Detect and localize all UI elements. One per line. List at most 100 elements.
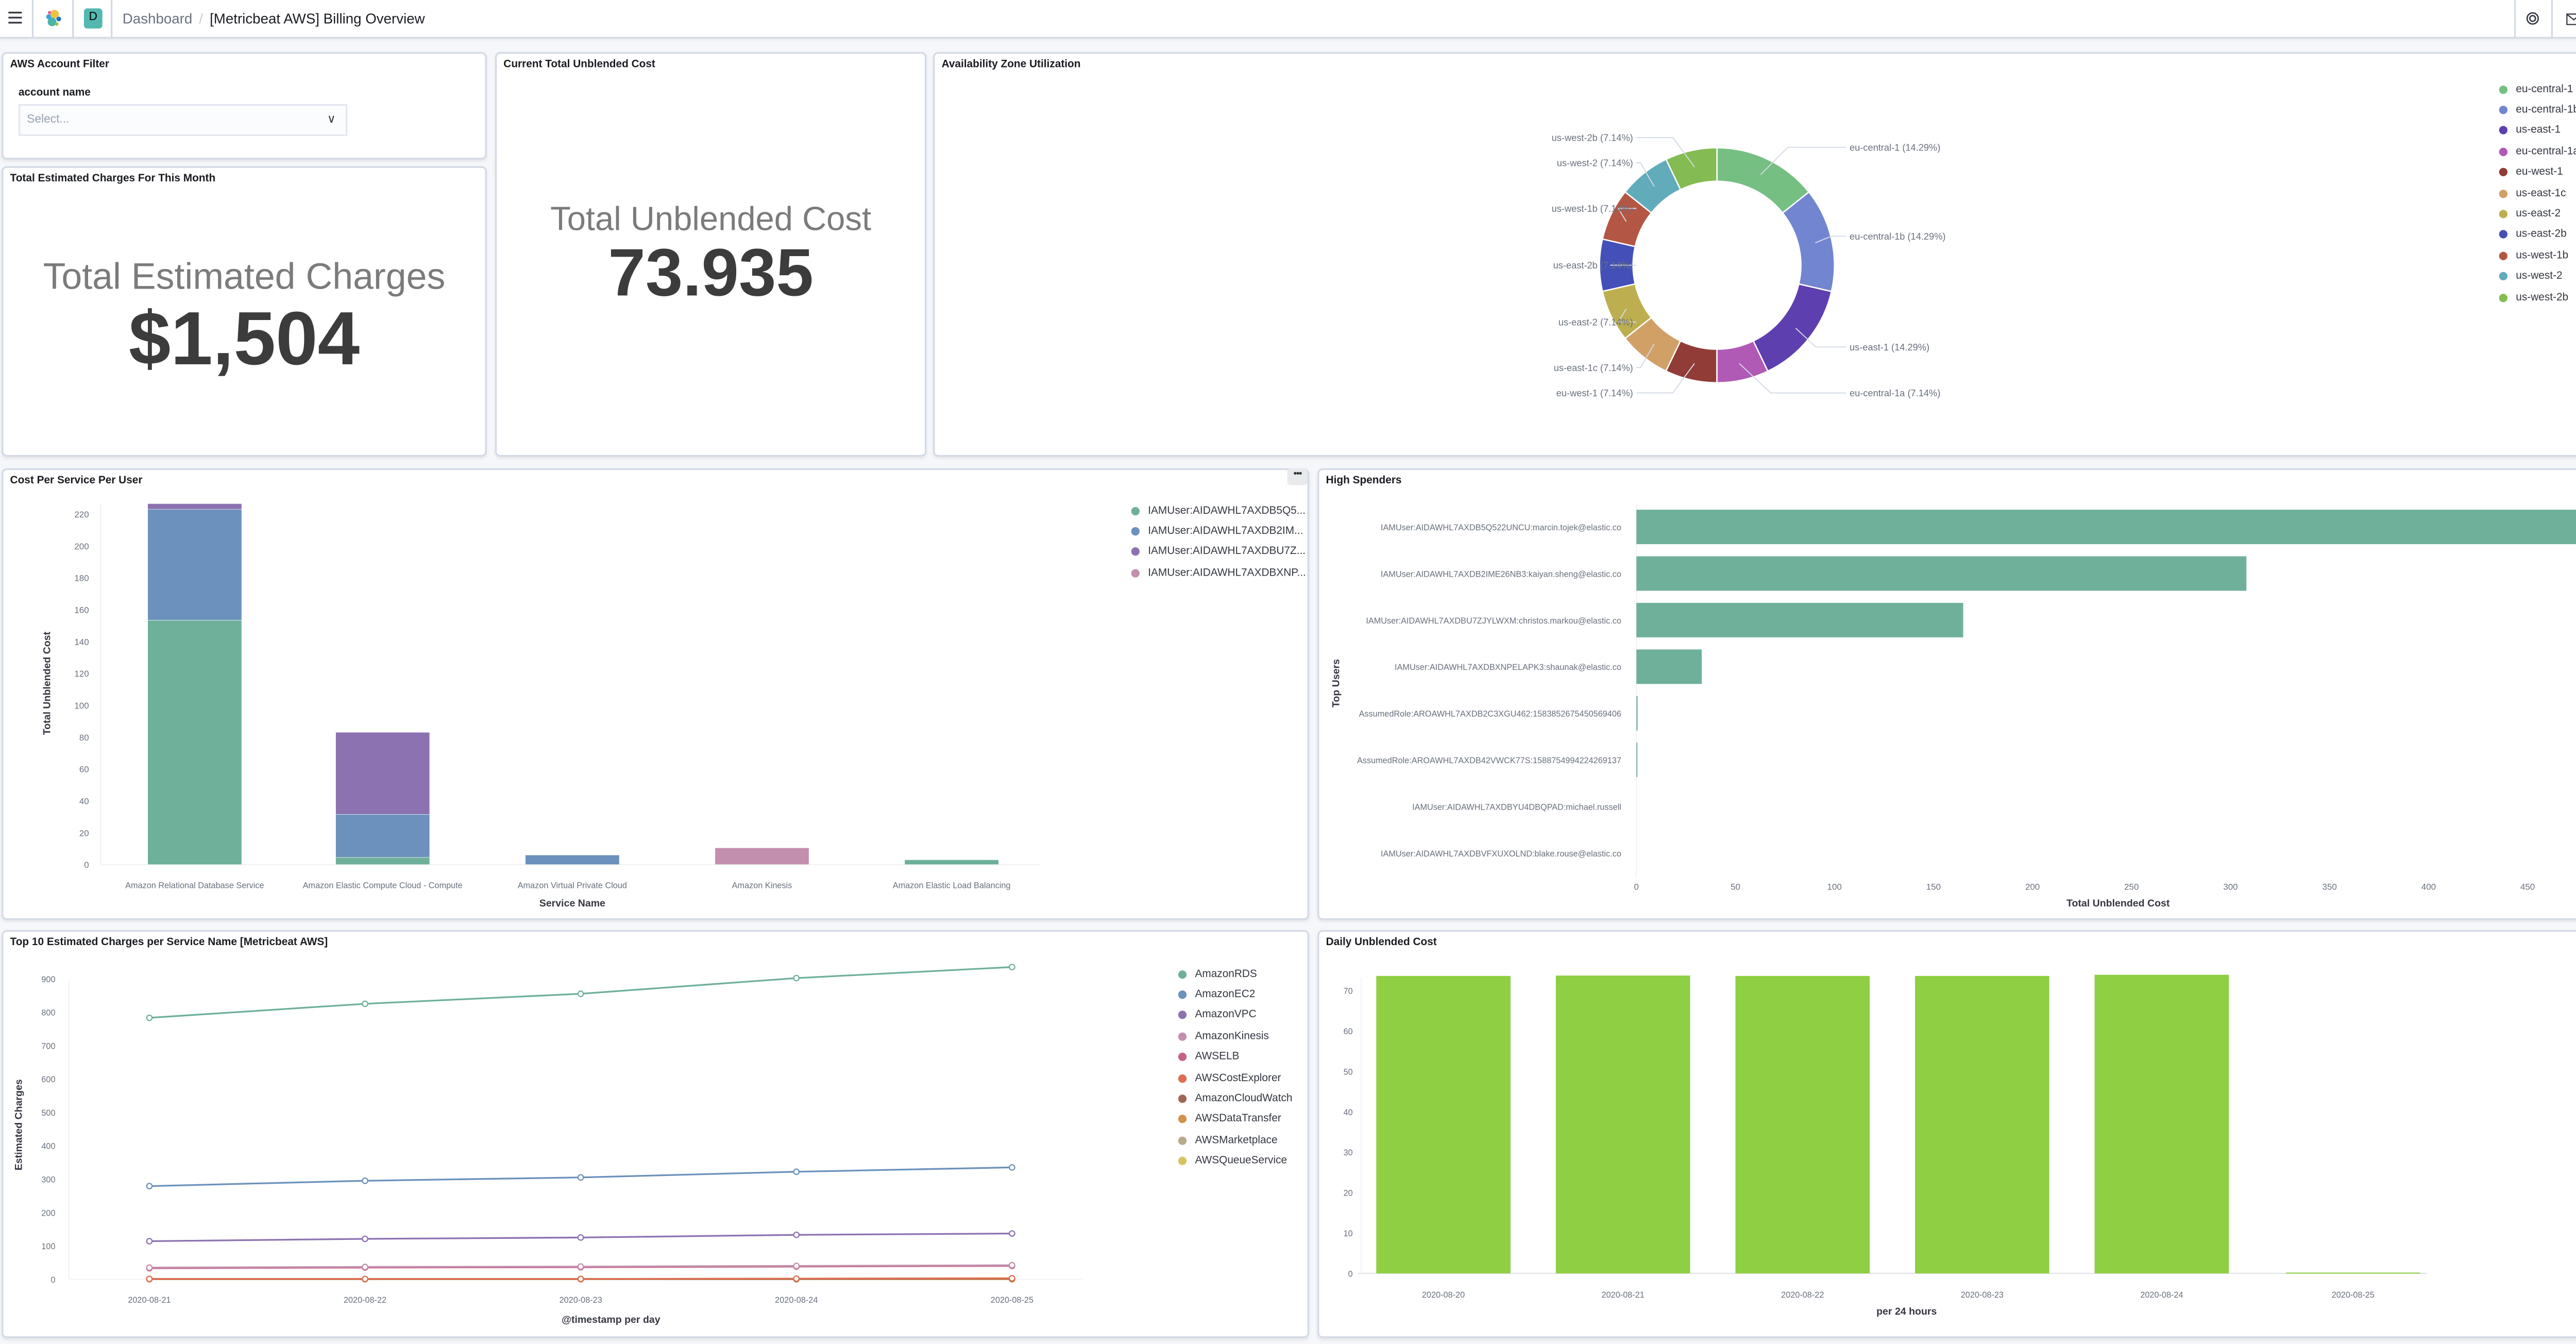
- legend-color-dot: [1178, 1157, 1187, 1166]
- legend-item[interactable]: AWSMarketplace: [1178, 1130, 1293, 1151]
- legend-label: AmazonKinesis: [1195, 1030, 1269, 1043]
- legend-color-dot: [1131, 527, 1140, 536]
- breadcrumb-separator: /: [199, 10, 204, 27]
- legend-label: us-east-2: [2516, 208, 2561, 220]
- legend-label: eu-central-1b: [2516, 104, 2576, 116]
- panel-current-unblended-cost: Current Total Unblended Cost Total Unble…: [495, 52, 927, 457]
- panel-total-estimated-charges: Total Estimated Charges For This Month T…: [2, 166, 487, 457]
- legend-item[interactable]: AWSDataTransfer: [1178, 1109, 1293, 1130]
- legend-color-dot: [2499, 189, 2508, 198]
- legend-label: eu-central-1a: [2516, 145, 2576, 158]
- legend-item[interactable]: us-west-2: [2499, 266, 2576, 287]
- divider: [2551, 0, 2553, 37]
- metric-value: 73.935: [608, 237, 814, 311]
- mail-icon[interactable]: [2563, 8, 2576, 28]
- panel-cost-per-service-per-user: Cost Per Service Per User: [2, 468, 1310, 920]
- legend-color-dot: [1131, 548, 1140, 557]
- legend-label: AmazonRDS: [1195, 968, 1257, 980]
- legend-label: us-east-1c: [2516, 187, 2566, 199]
- panel-title: AWS Account Filter: [10, 59, 109, 71]
- legend-label: AWSCostExplorer: [1195, 1072, 1281, 1084]
- legend-color-dot: [2499, 126, 2508, 136]
- legend-label: AWSELB: [1195, 1051, 1240, 1063]
- legend-color-dot: [2499, 85, 2508, 94]
- chart-legend: eu-central-1 eu-central-1b us-east-1 eu-cen…: [2499, 79, 2576, 308]
- panel-availability-zone-utilization: Availability Zone Utilization: [933, 52, 2576, 457]
- legend-item[interactable]: us-east-2: [2499, 204, 2576, 224]
- legend-color-dot: [2499, 210, 2508, 219]
- legend-color-dot: [1178, 969, 1187, 979]
- legend-color-dot: [1178, 1032, 1187, 1041]
- panel-options-button[interactable]: •••: [1287, 468, 1308, 485]
- panel-title: Daily Unblended Cost: [1326, 936, 1437, 949]
- breadcrumb: Dashboard / [Metricbeat AWS] Billing Overv…: [123, 8, 425, 28]
- legend-label: IAMUser:AIDAWHL7AXDB5Q5...: [1148, 505, 1306, 517]
- legend-color-dot: [2499, 230, 2508, 239]
- legend-item[interactable]: us-west-1b: [2499, 245, 2576, 266]
- legend-label: AWSQueueService: [1195, 1155, 1287, 1167]
- legend-color-dot: [2499, 272, 2508, 281]
- legend-item[interactable]: AWSELB: [1178, 1047, 1293, 1067]
- panel-daily-unblended-cost: Daily Unblended Cost: [1317, 930, 2576, 1338]
- legend-item[interactable]: AmazonVPC: [1178, 1005, 1293, 1026]
- legend-item[interactable]: IAMUser:AIDAWHL7AXDBU7Z...: [1131, 542, 1306, 563]
- legend-color-dot: [2499, 147, 2508, 156]
- legend-label: IAMUser:AIDAWHL7AXDBU7Z...: [1148, 546, 1306, 559]
- legend-label: IAMUser:AIDAWHL7AXDBXNP...: [1148, 567, 1306, 579]
- legend-item[interactable]: IAMUser:AIDAWHL7AXDB2IM...: [1131, 521, 1306, 542]
- legend-item[interactable]: eu-central-1: [2499, 79, 2576, 99]
- metric-label: Total Unblended Cost: [550, 201, 872, 239]
- legend-label: AmazonEC2: [1195, 989, 1256, 1001]
- panel-top10-estimated-charges: Top 10 Estimated Charges per Service Nam…: [2, 930, 1310, 1338]
- legend-item[interactable]: eu-central-1b: [2499, 99, 2576, 120]
- panel-title: Total Estimated Charges For This Month: [10, 173, 216, 185]
- legend-color-dot: [1178, 1073, 1187, 1083]
- legend-item[interactable]: us-west-2b: [2499, 287, 2576, 308]
- legend-color-dot: [1131, 506, 1140, 515]
- legend-item[interactable]: AmazonEC2: [1178, 984, 1293, 1005]
- divider: [72, 0, 74, 37]
- select-placeholder: Select...: [27, 114, 70, 126]
- divider: [31, 0, 34, 37]
- legend-color-dot: [1178, 1053, 1187, 1062]
- top-nav-bar: D Dashboard / [Metricbeat AWS] Billing Ove…: [0, 0, 2576, 39]
- panel-title: Top 10 Estimated Charges per Service Nam…: [10, 936, 328, 949]
- legend-item[interactable]: us-east-1: [2499, 121, 2576, 141]
- panel-title: Cost Per Service Per User: [10, 475, 143, 487]
- legend-item[interactable]: us-east-2b: [2499, 225, 2576, 245]
- legend-color-dot: [2499, 293, 2508, 302]
- legend-item[interactable]: eu-west-1: [2499, 162, 2576, 183]
- legend-color-dot: [1178, 1095, 1187, 1103]
- legend-label: us-west-1b: [2516, 249, 2569, 262]
- legend-item[interactable]: AmazonCloudWatch: [1178, 1088, 1292, 1109]
- legend-label: AmazonVPC: [1195, 1010, 1257, 1022]
- legend-item[interactable]: IAMUser:AIDAWHL7AXDB5Q5...: [1131, 500, 1306, 521]
- breadcrumb-dashboard[interactable]: Dashboard: [122, 10, 193, 27]
- legend-item[interactable]: AmazonKinesis: [1178, 1026, 1293, 1047]
- elastic-logo[interactable]: [44, 8, 64, 28]
- chart-legend: AmazonRDS AmazonEC2 AmazonVPC AmazonKinesis…: [1178, 964, 1293, 1172]
- legend-color-dot: [2499, 251, 2508, 260]
- legend-item[interactable]: eu-central-1a: [2499, 141, 2576, 162]
- legend-color-dot: [2499, 168, 2508, 177]
- legend-item[interactable]: AWSQueueService: [1178, 1151, 1293, 1171]
- panel-title: Availability Zone Utilization: [941, 59, 1081, 71]
- divider: [111, 0, 113, 37]
- legend-item[interactable]: AWSCostExplorer: [1178, 1068, 1293, 1088]
- legend-item[interactable]: AmazonRDS: [1178, 964, 1293, 984]
- menu-icon[interactable]: [8, 11, 22, 24]
- legend-label: eu-central-1: [2516, 83, 2573, 95]
- legend-item[interactable]: IAMUser:AIDAWHL7AXDBXNP...: [1131, 563, 1306, 583]
- help-lifebuoy-icon[interactable]: [2522, 8, 2543, 28]
- account-name-select[interactable]: Select... ∨: [18, 104, 348, 136]
- legend-item[interactable]: us-east-1c: [2499, 183, 2576, 204]
- chevron-down-icon: ∨: [327, 114, 336, 126]
- legend-label: IAMUser:AIDAWHL7AXDB2IM...: [1148, 525, 1303, 537]
- legend-color-dot: [1178, 1115, 1187, 1124]
- space-avatar[interactable]: D: [83, 8, 103, 29]
- legend-label: us-east-1: [2516, 125, 2561, 137]
- legend-label: us-west-2: [2516, 271, 2563, 282]
- legend-label: eu-west-1: [2516, 166, 2563, 179]
- legend-label: us-east-2b: [2516, 229, 2567, 241]
